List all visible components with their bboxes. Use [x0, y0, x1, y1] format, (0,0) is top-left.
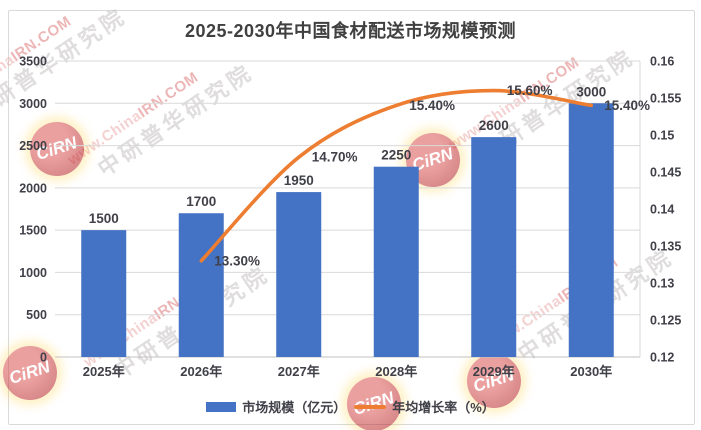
growth-point-label: 15.40%	[409, 98, 455, 113]
legend: 市场规模（亿元） 年均增长率（%）	[0, 397, 701, 416]
y-axis-tick-left: 3500	[19, 55, 47, 69]
bar	[276, 192, 322, 357]
x-axis-label: 2027年	[278, 364, 320, 379]
legend-label: 年均增长率（%）	[392, 400, 495, 415]
bar-value-label: 2250	[381, 148, 411, 163]
line-series-swatch	[354, 404, 387, 409]
bar-value-label: 3000	[576, 84, 606, 99]
x-axis-label: 2028年	[375, 364, 417, 379]
x-axis-label: 2030年	[570, 364, 612, 379]
growth-point-label: 13.30%	[214, 253, 260, 268]
y-axis-tick-right: 0.135	[650, 240, 681, 254]
growth-point-label: 14.70%	[312, 150, 358, 165]
growth-point-label: 15.40%	[604, 98, 650, 113]
bar-value-label: 1500	[89, 211, 119, 226]
y-axis-tick-right: 0.14	[650, 203, 674, 217]
bar-value-label: 1700	[186, 194, 216, 209]
x-axis-label: 2025年	[83, 364, 125, 379]
y-axis-tick-left: 1000	[19, 266, 47, 280]
y-axis-tick-right: 0.155	[650, 92, 681, 106]
x-axis-label: 2029年	[473, 364, 515, 379]
bar	[471, 137, 517, 357]
y-axis-tick-left: 500	[26, 308, 47, 322]
legend-item-market-size: 市场规模（亿元）	[206, 397, 346, 416]
y-axis-tick-left: 2500	[19, 139, 47, 153]
bar	[373, 166, 419, 357]
y-axis-tick-right: 0.16	[650, 55, 674, 69]
chart-title: 2025-2030年中国食材配送市场规模预测	[184, 21, 517, 41]
y-axis-tick-right: 0.13	[650, 277, 674, 291]
bar-value-label: 1950	[284, 173, 314, 188]
bar-series-swatch	[206, 401, 237, 412]
growth-line	[199, 88, 594, 263]
bar	[568, 103, 614, 358]
y-axis-tick-left: 2000	[19, 181, 47, 195]
y-axis-tick-right: 0.15	[650, 129, 674, 143]
y-axis-tick-right: 0.125	[650, 314, 681, 328]
legend-label: 市场规模（亿元）	[242, 400, 347, 415]
y-axis-tick-left: 1500	[19, 224, 47, 238]
x-axis-label: 2026年	[180, 364, 222, 379]
bar	[178, 213, 224, 357]
y-axis-tick-right: 0.145	[650, 166, 681, 180]
bar	[81, 230, 127, 357]
legend-item-growth-rate: 年均增长率（%）	[354, 397, 495, 416]
y-axis-tick-left: 0	[40, 351, 47, 365]
bar-value-label: 2600	[479, 118, 509, 133]
growth-point-label: 15.60%	[507, 83, 553, 98]
y-axis-tick-left: 3000	[19, 97, 47, 111]
y-axis-tick-right: 0.12	[650, 351, 674, 365]
